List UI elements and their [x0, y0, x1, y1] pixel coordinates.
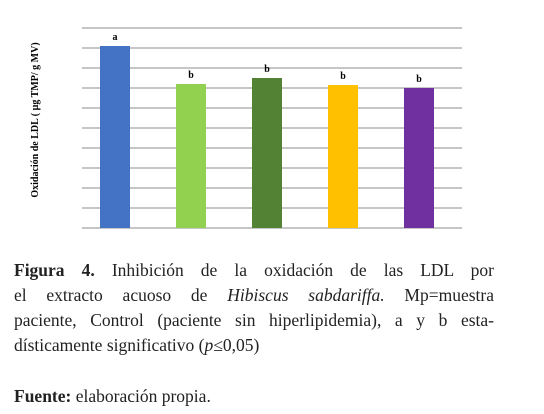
caption-line: Figura 4. Inhibición de la oxidación de … [14, 258, 494, 283]
caption-text: p [204, 335, 214, 355]
significance-label: b [340, 71, 346, 82]
chart: Oxidación de LDL ( µg TMP/ g MV) a b b b b [30, 27, 462, 229]
significance-label: b [416, 74, 422, 85]
caption-line: paciente, Control (paciente sin hiperlip… [14, 308, 494, 333]
bar [176, 84, 206, 228]
caption-text: Hibiscus sabdariffa. [227, 285, 385, 305]
source: Fuente: elaboración propia. [14, 386, 211, 407]
caption-text: dísticamente significativo ( [14, 335, 205, 355]
source-text: elaboración propia. [71, 386, 211, 406]
bar [328, 85, 358, 228]
source-label: Fuente: [14, 386, 72, 406]
caption-line: dísticamente significativo (p≤0,05) [14, 333, 494, 358]
caption: Figura 4. Inhibición de la oxidación de … [14, 258, 494, 358]
significance-label: b [188, 70, 194, 81]
caption-text: Figura 4. [14, 260, 95, 280]
significance-label: b [264, 64, 270, 75]
bar [100, 46, 130, 228]
y-axis-label: Oxidación de LDL ( µg TMP/ g MV) [30, 42, 41, 197]
bar [404, 88, 434, 228]
bar [252, 78, 282, 228]
caption-text: paciente, Control (paciente sin hiperlip… [14, 310, 494, 330]
significance-label: a [113, 32, 118, 43]
caption-text: Inhibición de la oxidación de las LDL po… [94, 260, 494, 280]
caption-line: el extracto acuoso de Hibiscus sabdariff… [14, 283, 494, 308]
caption-text: ≤0,05) [213, 335, 260, 355]
caption-text: Mp=muestra [384, 285, 494, 305]
caption-text: el extracto acuoso de [14, 285, 228, 305]
